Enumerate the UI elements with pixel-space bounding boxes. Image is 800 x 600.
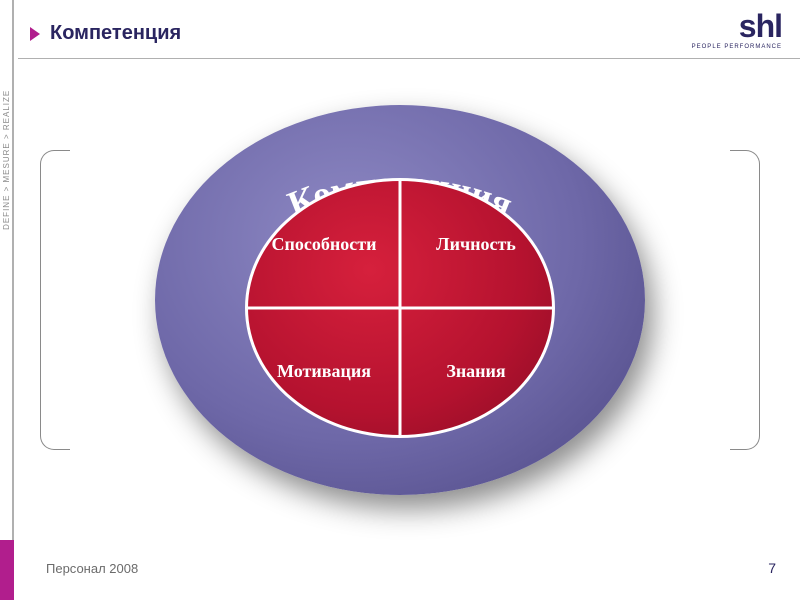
side-text: DEFINE > MESURE > REALIZE bbox=[2, 90, 11, 230]
page-number: 7 bbox=[768, 560, 776, 576]
logo: shl PEOPLE PERFORMANCE bbox=[692, 10, 782, 50]
chevron-icon bbox=[30, 27, 40, 41]
header-divider bbox=[18, 58, 800, 59]
logo-brand: shl bbox=[692, 10, 782, 42]
header: Компетенция bbox=[30, 22, 181, 45]
left-bracket bbox=[40, 150, 70, 450]
right-bracket bbox=[730, 150, 760, 450]
quadrant-bottom-right: Знания bbox=[400, 308, 552, 435]
left-accent-block bbox=[0, 540, 14, 600]
logo-tagline: PEOPLE PERFORMANCE bbox=[692, 44, 782, 50]
slide-root: DEFINE > MESURE > REALIZE Компетенция sh… bbox=[0, 0, 800, 600]
competency-diagram: Компетенция Способности Личность Мотивац… bbox=[155, 105, 645, 495]
footer-text: Персонал 2008 bbox=[46, 561, 138, 576]
page-title: Компетенция bbox=[50, 22, 181, 45]
diagram-stage: Компетенция Способности Личность Мотивац… bbox=[40, 80, 760, 520]
quadrant-top-left: Способности bbox=[248, 181, 400, 308]
quadrant-bottom-left: Мотивация bbox=[248, 308, 400, 435]
inner-disc: Способности Личность Мотивация Знания bbox=[245, 178, 555, 438]
quadrant-top-right: Личность bbox=[400, 181, 552, 308]
